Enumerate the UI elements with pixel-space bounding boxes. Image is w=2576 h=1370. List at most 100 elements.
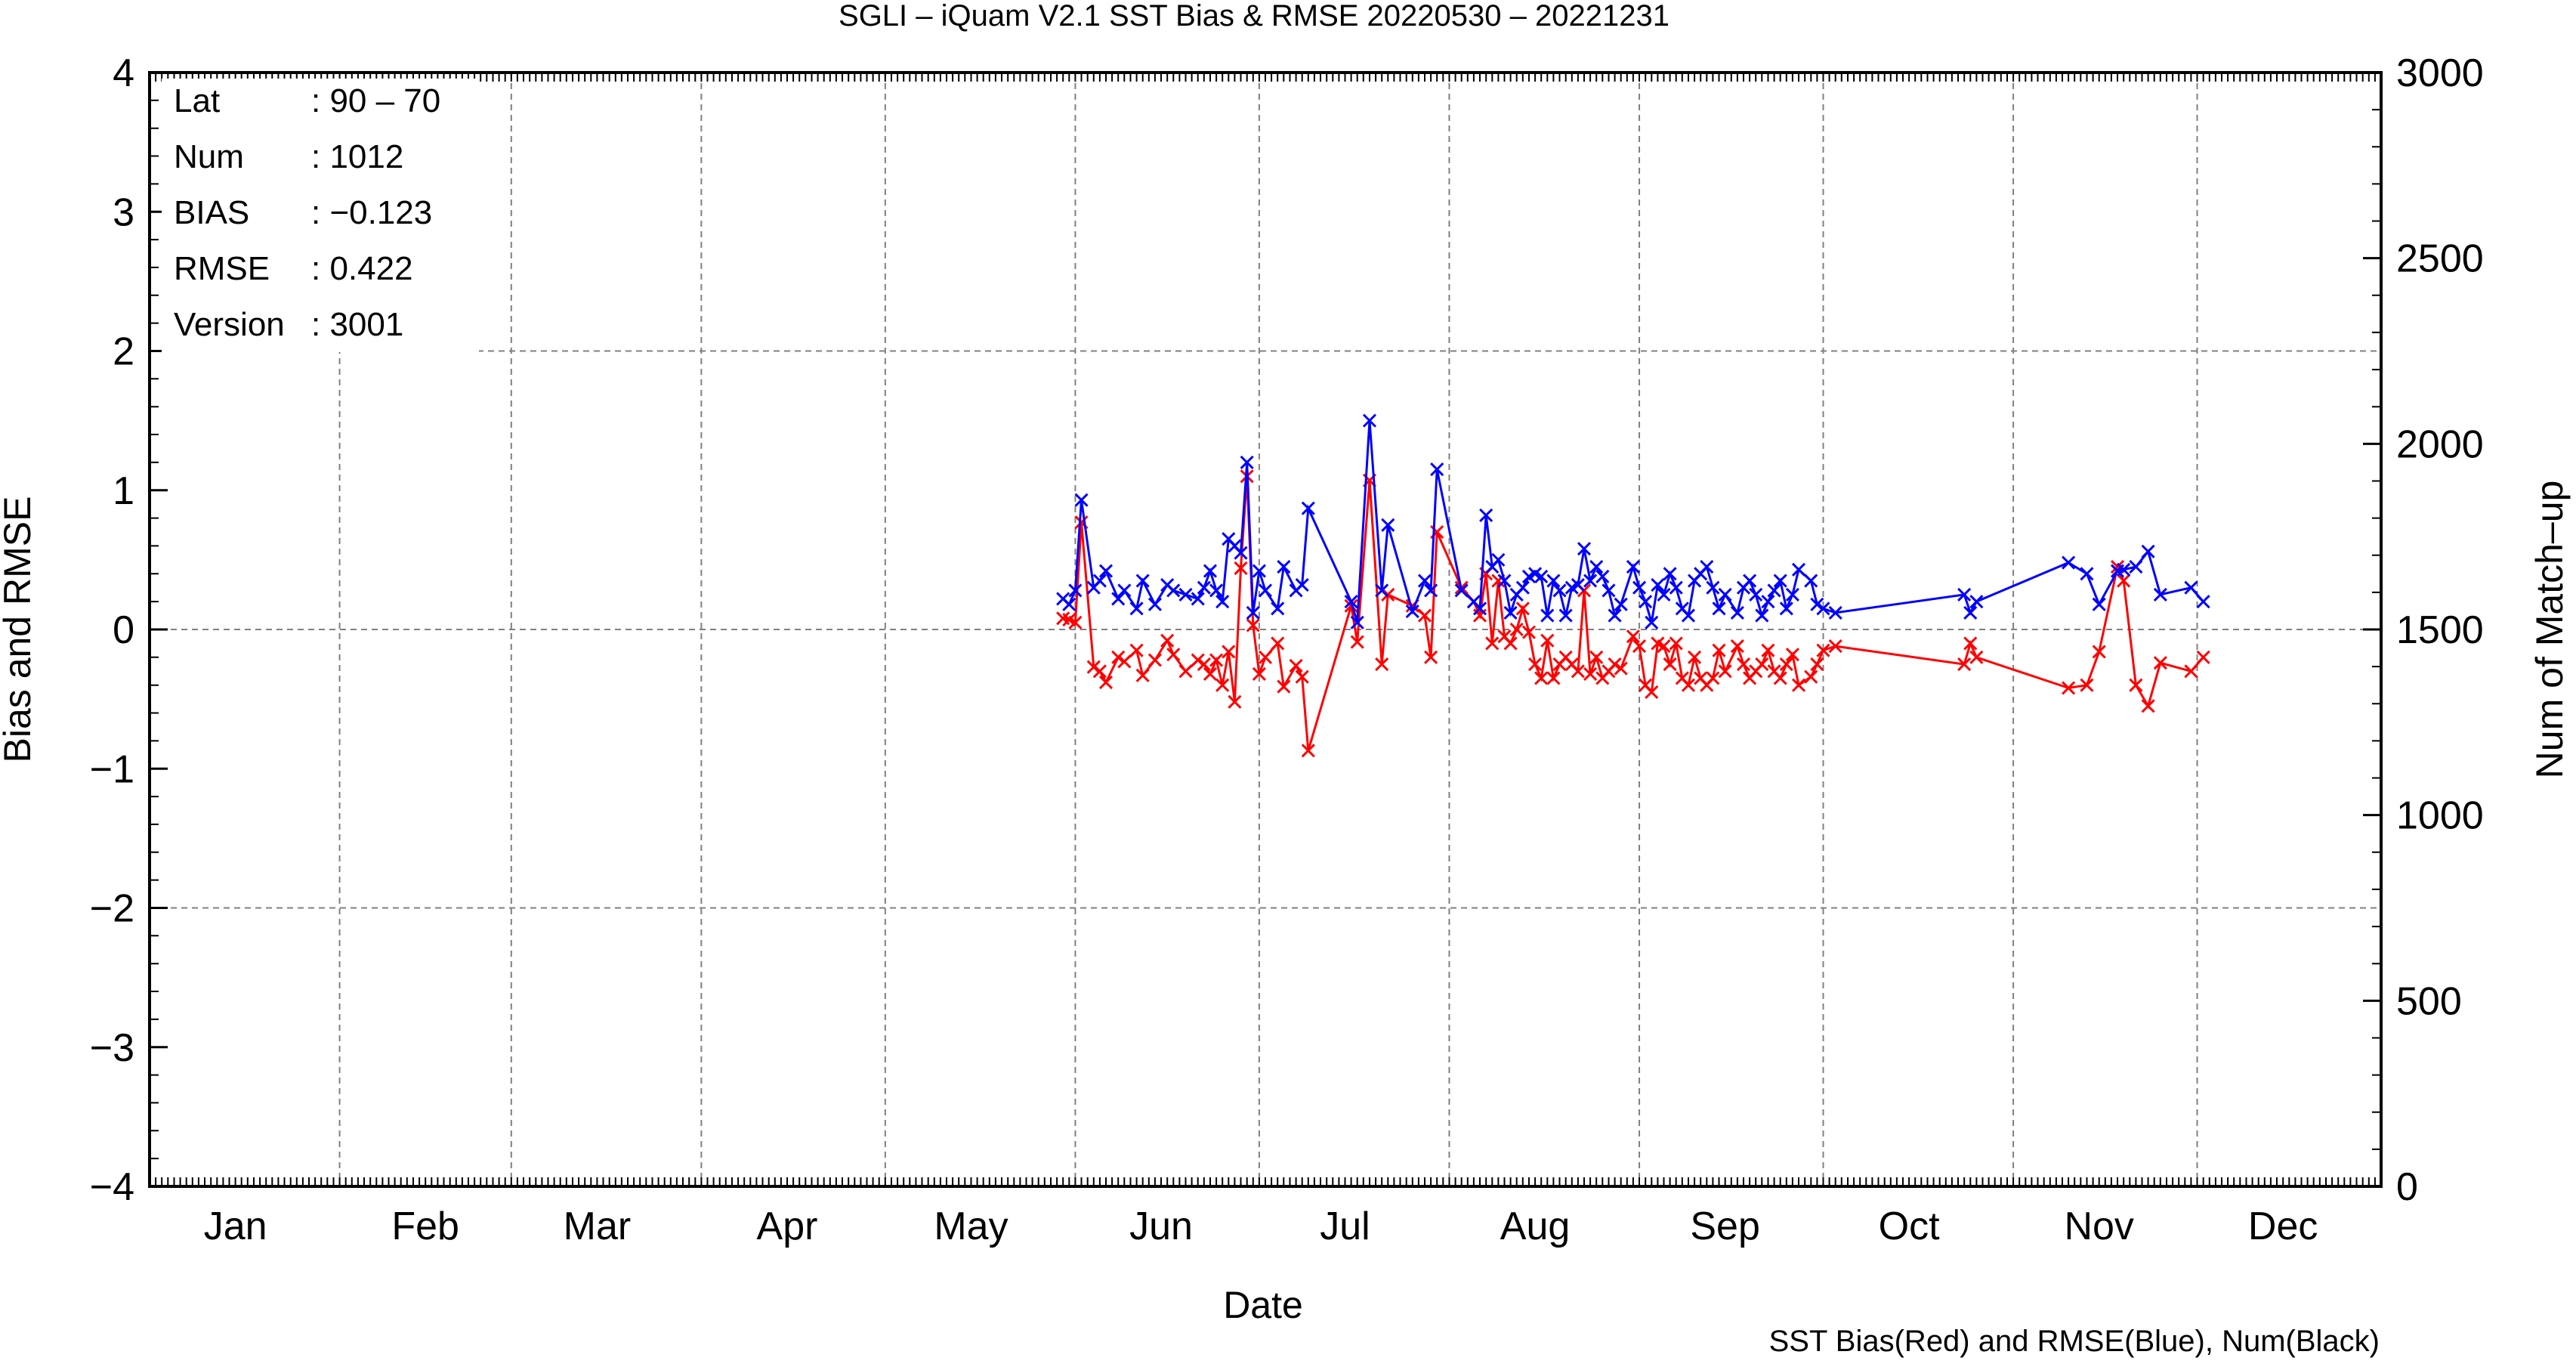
series-point <box>1503 605 1518 620</box>
series-point <box>1246 605 1260 620</box>
y2-tick-label: 1500 <box>2396 608 2484 652</box>
series-point <box>1485 636 1500 651</box>
series-point <box>1645 615 1659 629</box>
series-point <box>1295 577 1309 592</box>
series-point <box>1712 643 1726 657</box>
series-point <box>1791 678 1806 692</box>
series-point <box>1424 650 1438 664</box>
stats-value: : −0.123 <box>311 194 432 231</box>
series-point <box>1712 602 1726 616</box>
series-point <box>1767 583 1781 598</box>
series-point <box>1749 587 1763 602</box>
series-point <box>2153 587 2167 602</box>
series-point <box>1614 661 1628 676</box>
series-point <box>1755 608 1769 623</box>
series-point <box>1203 564 1218 578</box>
series-point <box>1639 595 1653 609</box>
series-point <box>1779 602 1793 616</box>
stats-key: Version <box>174 306 285 343</box>
series-point <box>1295 670 1309 684</box>
x-axis-label: Date <box>1223 1284 1303 1326</box>
y-tick-label: −3 <box>90 1026 134 1070</box>
x-tick-label: Nov <box>2064 1205 2133 1248</box>
series-point <box>1252 666 1266 682</box>
series-point <box>1828 605 1842 620</box>
series-point <box>1472 602 1487 616</box>
series-point <box>1228 694 1242 709</box>
series-point <box>1657 639 1671 654</box>
series-point <box>1454 583 1469 598</box>
x-tick-label: Jun <box>1129 1205 1193 1248</box>
series-point <box>1215 595 1230 609</box>
series-point <box>1417 574 1432 588</box>
x-tick-label: Jul <box>1320 1205 1370 1248</box>
series-point <box>1497 574 1512 588</box>
series-point <box>1669 636 1683 651</box>
series-point <box>2092 597 2106 611</box>
series-point <box>1191 592 1205 606</box>
series-point <box>1957 587 1972 602</box>
series-point <box>1178 587 1193 602</box>
series-point <box>1160 633 1175 648</box>
series-point <box>1651 577 1665 592</box>
series-point <box>1147 597 1162 611</box>
series-point <box>1491 552 1506 567</box>
series-point <box>1810 657 1824 672</box>
x-tick-label: Mar <box>564 1205 632 1248</box>
series-point <box>1191 653 1205 667</box>
x-tick-label: May <box>934 1205 1008 1248</box>
series-point <box>1362 413 1377 428</box>
series-point <box>2129 560 2143 574</box>
series-point <box>2117 574 2131 588</box>
series-point <box>1147 653 1162 667</box>
series-point <box>1534 569 1549 584</box>
series-point <box>1816 602 1830 616</box>
series-point <box>1301 501 1315 515</box>
series-point <box>1706 671 1720 685</box>
series-point <box>1632 580 1647 595</box>
series-point <box>1969 650 1984 664</box>
series-point <box>1350 635 1364 649</box>
stats-key: Num <box>174 138 244 175</box>
stats-box: Lat: 90 – 70 Num: 1012 BIAS: −0.123 RMSE: 0… <box>162 79 479 352</box>
series-bias <box>1056 469 2210 758</box>
x-tick-label: Dec <box>2248 1205 2318 1248</box>
y-tick-label: 1 <box>113 469 134 513</box>
series-point <box>1626 560 1640 574</box>
series-point <box>2153 656 2167 670</box>
series-point <box>1657 587 1671 602</box>
series-point <box>1785 648 1799 662</box>
stats-key: RMSE <box>174 250 270 287</box>
series-point <box>1135 574 1150 588</box>
series-point <box>1589 560 1604 574</box>
series-point <box>1062 597 1076 611</box>
series-point <box>1957 657 1972 672</box>
x-tick-label: Feb <box>391 1205 459 1248</box>
stats-key: Lat <box>174 82 220 119</box>
series-point <box>1755 657 1769 672</box>
series-point <box>1761 643 1775 657</box>
series-point <box>1234 561 1248 575</box>
series-point <box>1534 671 1549 685</box>
series-point <box>1258 650 1273 664</box>
series-point <box>1111 592 1126 606</box>
series-point <box>1779 657 1793 672</box>
series-point <box>1375 657 1389 672</box>
series-point <box>1129 602 1144 616</box>
stats-value: : 1012 <box>311 138 403 175</box>
series-point <box>1816 643 1830 657</box>
series-point <box>1688 650 1702 664</box>
series-point <box>1209 653 1224 667</box>
series-point <box>1117 583 1132 598</box>
series-point <box>1240 455 1254 469</box>
series-point <box>1503 636 1518 651</box>
series-point <box>1614 597 1628 611</box>
stats-value: : 0.422 <box>311 250 413 287</box>
series-point <box>1215 678 1230 692</box>
series-point <box>1718 587 1732 602</box>
series-point <box>1632 639 1647 654</box>
series-point <box>1669 580 1683 595</box>
series-layer <box>1056 413 2210 758</box>
series-point <box>1540 608 1555 623</box>
